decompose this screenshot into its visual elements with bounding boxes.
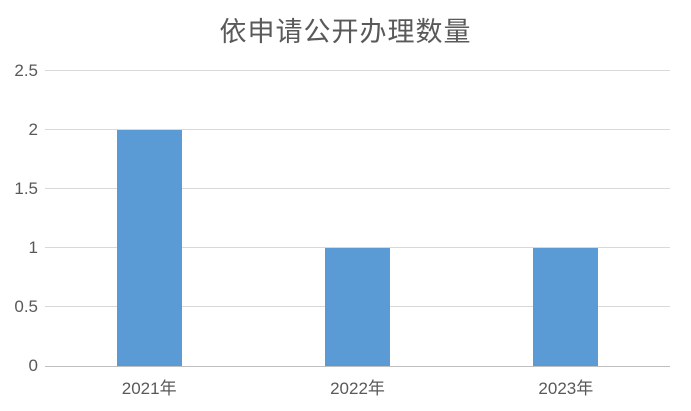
bar-2023年 <box>533 248 599 366</box>
bar-2022年 <box>325 248 390 366</box>
x-axis-category-label: 2023年 <box>538 379 594 398</box>
x-axis-category-label: 2022年 <box>330 379 385 398</box>
y-axis-tick-label: 1.5 <box>14 179 38 198</box>
gridline <box>45 188 670 189</box>
gridline <box>45 129 670 130</box>
bar-2021年 <box>116 130 182 366</box>
x-axis-category-label: 2021年 <box>121 379 177 398</box>
y-axis: 0 0.5 1 1.5 2 2.5 <box>0 62 38 375</box>
y-axis-tick-label: 0.5 <box>14 297 38 316</box>
x-axis-line <box>45 366 670 367</box>
x-axis: 2021年 2022年 2023年 <box>45 374 670 404</box>
y-axis-tick-label: 2 <box>28 120 38 139</box>
y-axis-tick-label: 2.5 <box>14 61 38 80</box>
chart-title: 依申请公开办理数量 <box>219 17 472 47</box>
y-axis-tick-label: 1 <box>28 238 38 257</box>
plot-area <box>45 70 670 367</box>
gridline <box>45 247 670 248</box>
y-axis-tick-label: 0 <box>28 356 38 375</box>
gridline <box>45 70 670 71</box>
